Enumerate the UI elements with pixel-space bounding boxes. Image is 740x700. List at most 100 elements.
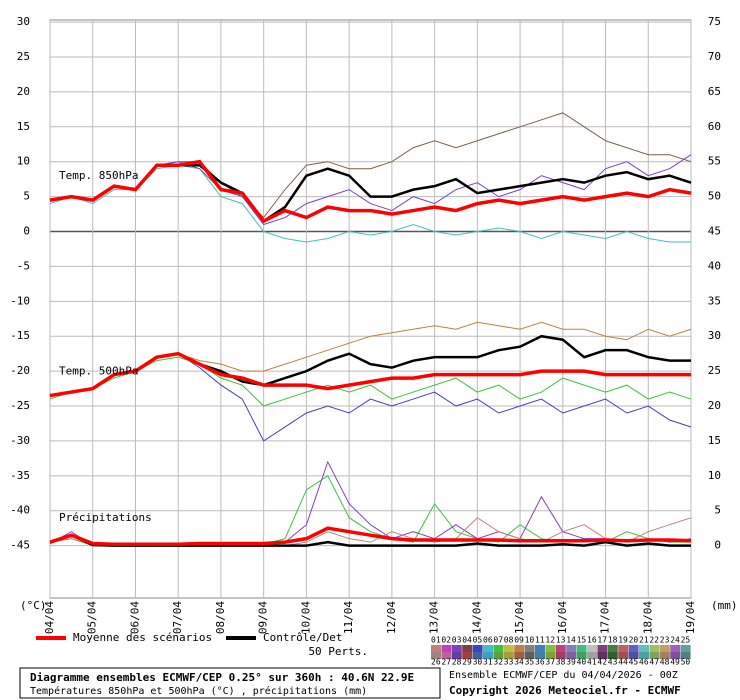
- mean-line: [49, 526, 692, 546]
- y-tick-label: 10: [17, 155, 30, 168]
- member-label: 35: [525, 658, 535, 667]
- member-label: 29: [462, 658, 472, 667]
- member-swatch: [566, 652, 577, 659]
- y-tick-label: -25: [10, 399, 30, 412]
- member-swatch: [441, 652, 452, 659]
- y-tick-label: -35: [10, 469, 30, 482]
- member-line: [49, 356, 692, 407]
- member-swatch: [576, 652, 587, 659]
- footer-box: [19, 667, 441, 699]
- member-label: 23: [660, 636, 670, 645]
- y-tick-label: -5: [17, 259, 30, 272]
- member-swatch: [670, 645, 681, 652]
- member-swatch: [535, 645, 545, 652]
- y2-tick-label: 10: [708, 469, 721, 482]
- member-swatch: [483, 645, 493, 652]
- member-label: 42: [597, 658, 607, 667]
- member-line: [49, 164, 691, 243]
- member-swatch: [514, 652, 525, 659]
- member-label: 21: [639, 636, 649, 645]
- x-tick-label: 11/04: [342, 601, 355, 634]
- member-label: 28: [452, 658, 462, 667]
- y2-tick-label: 65: [708, 85, 721, 98]
- member-swatch: [670, 652, 681, 659]
- x-tick-label: 16/04: [556, 601, 569, 634]
- member-swatch: [639, 645, 649, 652]
- mean-line: [49, 351, 691, 398]
- y2-tick-label: 20: [708, 399, 721, 412]
- member-swatch: [524, 652, 535, 659]
- x-tick-label: 06/04: [128, 601, 141, 634]
- member-label: 01: [431, 636, 441, 645]
- member-swatch: [607, 645, 618, 652]
- members-title: 50 Perts.: [308, 645, 368, 658]
- member-label: 44: [618, 658, 628, 667]
- x-tick-label: 08/04: [214, 601, 227, 634]
- member-label: 47: [649, 658, 659, 667]
- member-swatch: [576, 645, 587, 652]
- member-label: 03: [452, 636, 462, 645]
- x-tick-label: 05/04: [86, 601, 99, 634]
- member-label: 24: [670, 636, 680, 645]
- y2-tick-label: 45: [708, 225, 721, 238]
- member-label: 15: [577, 636, 587, 645]
- member-swatch: [462, 645, 473, 652]
- y2-tick-label: 40: [708, 259, 721, 272]
- member-label: 33: [504, 658, 514, 667]
- member-label: 30: [473, 658, 483, 667]
- member-swatch: [618, 645, 629, 652]
- member-swatch: [535, 652, 545, 659]
- member-swatch: [628, 652, 639, 659]
- member-label: 27: [441, 658, 451, 667]
- y2-tick-label: 25: [708, 364, 721, 377]
- member-label: 02: [441, 636, 451, 645]
- x-tick-label: 17/04: [599, 601, 612, 634]
- member-label: 26: [431, 658, 441, 667]
- y2-tick-label: 0: [714, 539, 721, 552]
- member-label: 50: [681, 658, 691, 667]
- footer-run: Ensemble ECMWF/CEP du 04/04/2026 - 00Z: [449, 670, 678, 681]
- member-swatch: [555, 652, 566, 659]
- member-label: 32: [493, 658, 503, 667]
- x-tick-label: 15/04: [513, 601, 526, 634]
- footer-title: Diagramme ensembles ECMWF/CEP 0.25° sur …: [30, 671, 414, 684]
- y-tick-label: 25: [17, 50, 30, 63]
- member-label: 36: [535, 658, 545, 667]
- member-label: 34: [514, 658, 524, 667]
- member-label: 09: [514, 636, 524, 645]
- member-label: 40: [577, 658, 587, 667]
- legend-label: Contrôle/Det: [263, 631, 342, 644]
- y2-tick-label: 75: [708, 15, 721, 28]
- member-swatch: [472, 652, 483, 659]
- y-tick-label: 30: [17, 15, 30, 28]
- x-tick-label: 13/04: [428, 601, 441, 634]
- member-label: 05: [473, 636, 483, 645]
- mean-line: [49, 159, 692, 224]
- member-swatch: [514, 645, 525, 652]
- member-swatch: [462, 652, 473, 659]
- member-swatch: [451, 652, 462, 659]
- y-axis-label: (°C): [20, 599, 47, 612]
- x-tick-label: 18/04: [641, 601, 654, 634]
- member-label: 48: [660, 658, 670, 667]
- member-swatch: [639, 652, 649, 659]
- member-swatch: [503, 645, 514, 652]
- member-swatch: [483, 652, 493, 659]
- member-swatch: [587, 645, 597, 652]
- y2-tick-label: 15: [708, 434, 721, 447]
- member-label: 16: [587, 636, 597, 645]
- member-label: 07: [493, 636, 503, 645]
- x-tick-label: 10/04: [299, 601, 312, 634]
- member-swatch: [441, 645, 452, 652]
- member-swatch: [431, 645, 441, 652]
- y2-tick-label: 60: [708, 120, 721, 133]
- y-tick-label: 20: [17, 85, 30, 98]
- member-swatch: [618, 652, 629, 659]
- y-tick-label: 0: [23, 225, 30, 238]
- member-label: 19: [618, 636, 628, 645]
- member-label: 04: [462, 636, 472, 645]
- member-label: 12: [545, 636, 555, 645]
- member-label: 17: [597, 636, 607, 645]
- member-label: 49: [670, 658, 680, 667]
- member-label: 31: [483, 658, 493, 667]
